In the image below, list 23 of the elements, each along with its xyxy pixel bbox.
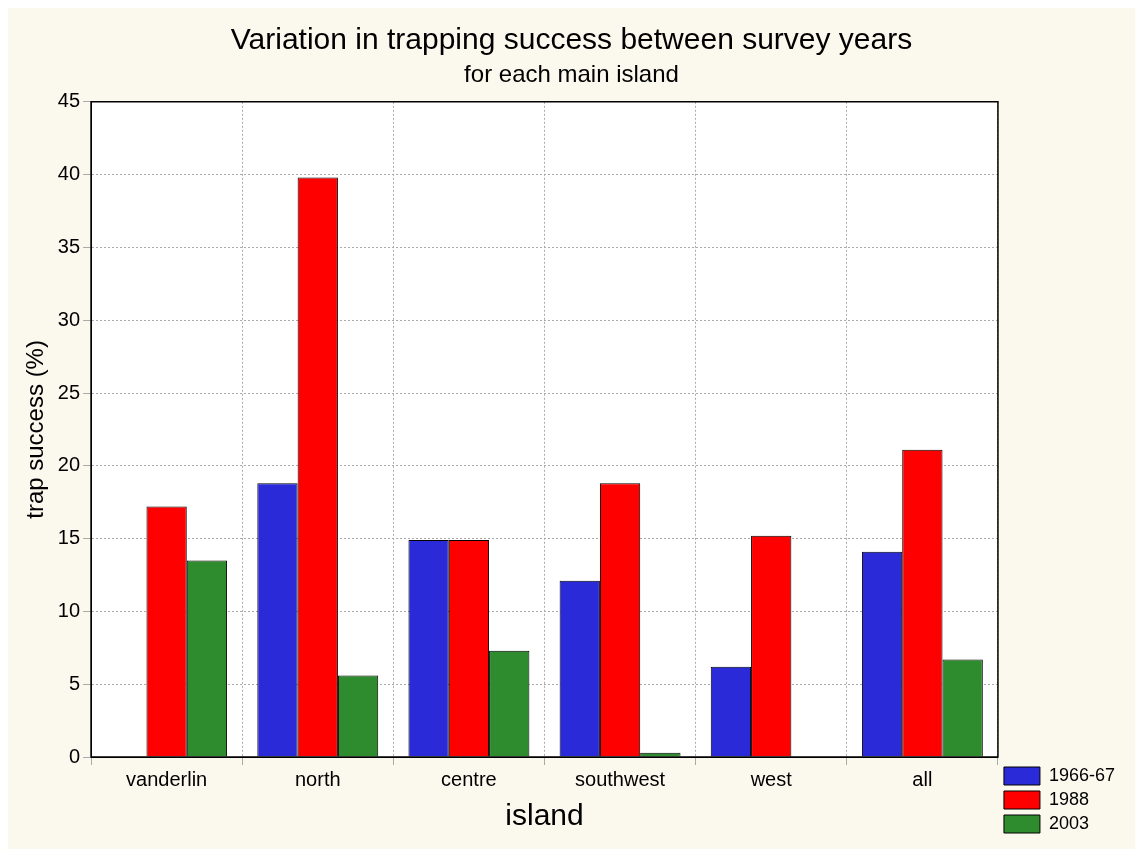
y-tick-label: 40 <box>57 162 81 185</box>
x-tick-label: southwest <box>575 767 666 790</box>
y-tick-label: 45 <box>57 89 81 112</box>
y-tick-label: 35 <box>57 234 81 257</box>
x-tick-label: west <box>749 767 793 790</box>
x-axis-title: island <box>505 798 584 832</box>
x-tick-label: all <box>912 767 933 790</box>
y-axis-title: trap success (%) <box>21 340 49 519</box>
x-tick-label: vanderlin <box>126 767 208 790</box>
legend-label: 1988 <box>1048 788 1089 809</box>
y-tick-label: 30 <box>57 307 81 330</box>
y-tick-label: 20 <box>57 453 81 476</box>
x-tick-label: centre <box>441 767 497 790</box>
y-tick-label: 0 <box>68 744 81 767</box>
legend-label: 2003 <box>1048 812 1089 833</box>
y-tick-label: 15 <box>57 526 81 549</box>
x-tick-label: north <box>294 767 341 790</box>
y-tick-label: 5 <box>68 671 81 694</box>
y-tick-label: 25 <box>57 380 81 403</box>
chart-title: Variation in trapping success between survey years <box>230 22 913 56</box>
legend-label: 1966-67 <box>1048 764 1115 785</box>
chart-subtitle: for each main island <box>464 60 679 88</box>
y-tick-label: 10 <box>57 598 81 621</box>
